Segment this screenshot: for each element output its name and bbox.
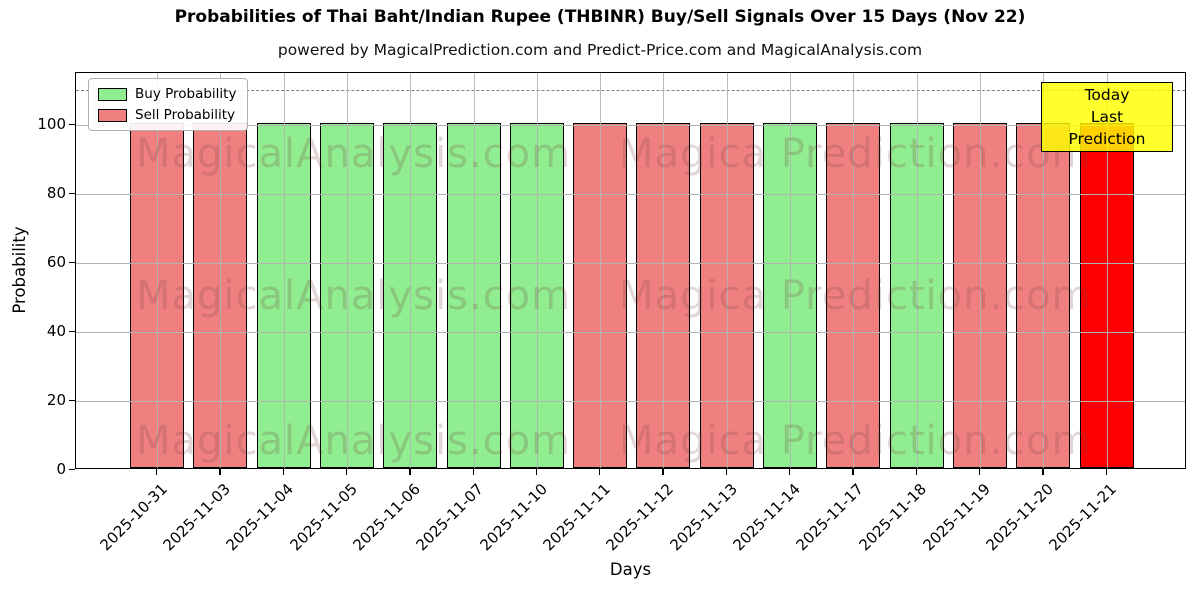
x-tick-mark	[282, 469, 284, 475]
x-tick-label: 2025-11-06	[349, 480, 424, 555]
y-tick-mark	[69, 123, 75, 126]
y-tick-label: 60	[46, 252, 66, 271]
plot-area: Buy Probability Sell Probability Today L…	[75, 72, 1186, 469]
x-tick-mark	[725, 469, 728, 475]
today-annotation-line1: Today	[1084, 86, 1130, 104]
x-gridline	[157, 73, 158, 468]
y-gridline	[76, 331, 1185, 333]
x-gridline	[283, 73, 285, 468]
x-gridline	[1043, 73, 1045, 468]
x-tick-label: 2025-11-13	[666, 480, 741, 555]
today-annotation: Today Last Prediction	[1041, 82, 1173, 152]
x-gridline	[1106, 73, 1108, 468]
x-tick-mark	[472, 469, 474, 475]
legend: Buy Probability Sell Probability	[88, 78, 249, 131]
x-gridline	[220, 73, 222, 468]
y-gridline	[76, 400, 1185, 402]
x-tick-label: 2025-11-04	[222, 480, 298, 555]
x-gridline	[916, 73, 918, 468]
x-tick-label: 2025-11-19	[919, 480, 994, 555]
x-tick-label: 2025-11-21	[1045, 480, 1121, 555]
x-gridline	[979, 73, 981, 468]
x-tick-label: 2025-11-20	[982, 480, 1057, 555]
x-tick-mark	[345, 469, 348, 475]
chart-subtitle: powered by MagicalPrediction.com and Pre…	[277, 41, 923, 59]
x-gridline	[410, 73, 412, 468]
x-tick-mark	[599, 469, 601, 475]
today-annotation-line2: Last Prediction	[1068, 108, 1146, 148]
threshold-dashed-line	[76, 90, 1185, 92]
x-tick-mark	[915, 469, 917, 475]
x-tick-label: 2025-11-05	[286, 480, 361, 555]
y-tick-mark	[69, 469, 75, 471]
x-tick-mark	[409, 469, 411, 475]
buy-color-swatch-icon	[98, 87, 127, 101]
x-gridline	[473, 73, 475, 468]
x-tick-label: 2025-11-11	[539, 480, 614, 555]
x-tick-mark	[1105, 469, 1107, 475]
y-gridline	[76, 124, 1185, 126]
y-tick-label: 40	[46, 321, 66, 340]
x-tick-mark	[978, 469, 981, 475]
x-axis-label: Days	[609, 560, 652, 579]
x-gridline	[536, 73, 538, 468]
y-tick-mark	[69, 330, 75, 333]
y-tick-label: 100	[37, 114, 66, 133]
y-tick-label: 20	[46, 390, 66, 409]
x-tick-label: 2025-11-14	[729, 480, 804, 555]
legend-label-buy: Buy Probability	[135, 86, 237, 102]
x-gridline	[600, 73, 602, 468]
legend-item-buy: Buy Probability	[98, 86, 236, 102]
x-tick-label: 2025-11-10	[476, 480, 551, 555]
x-tick-label: 2025-11-12	[602, 480, 678, 555]
x-tick-label: 2025-11-17	[792, 480, 868, 555]
x-gridline	[663, 73, 665, 468]
y-tick-mark	[69, 192, 75, 195]
x-gridline	[853, 73, 855, 468]
y-tick-label: 80	[46, 183, 66, 202]
x-tick-label: 2025-11-03	[159, 480, 235, 555]
y-tick-label: 0	[56, 460, 66, 478]
x-tick-mark	[662, 469, 664, 475]
x-tick-label: 2025-11-07	[412, 480, 488, 555]
x-tick-mark	[219, 469, 221, 475]
x-tick-mark	[852, 469, 854, 475]
y-gridline	[76, 193, 1185, 195]
x-tick-label: 2025-11-18	[855, 480, 931, 555]
x-gridline	[346, 73, 348, 468]
y-gridline	[76, 262, 1185, 264]
y-tick-mark	[69, 399, 75, 402]
x-tick-mark	[1042, 469, 1044, 475]
legend-label-sell: Sell Probability	[135, 107, 236, 123]
x-gridline	[790, 73, 791, 468]
x-tick-label: 2025-10-31	[96, 480, 171, 555]
y-tick-mark	[69, 261, 75, 264]
legend-item-sell: Sell Probability	[98, 107, 236, 123]
x-tick-mark	[156, 469, 158, 475]
x-tick-mark	[535, 469, 538, 475]
chart-title: Probabilities of Thai Baht/Indian Rupee …	[174, 7, 1026, 27]
x-tick-mark	[789, 469, 791, 475]
x-gridline	[726, 73, 728, 468]
sell-color-swatch-icon	[98, 108, 127, 122]
